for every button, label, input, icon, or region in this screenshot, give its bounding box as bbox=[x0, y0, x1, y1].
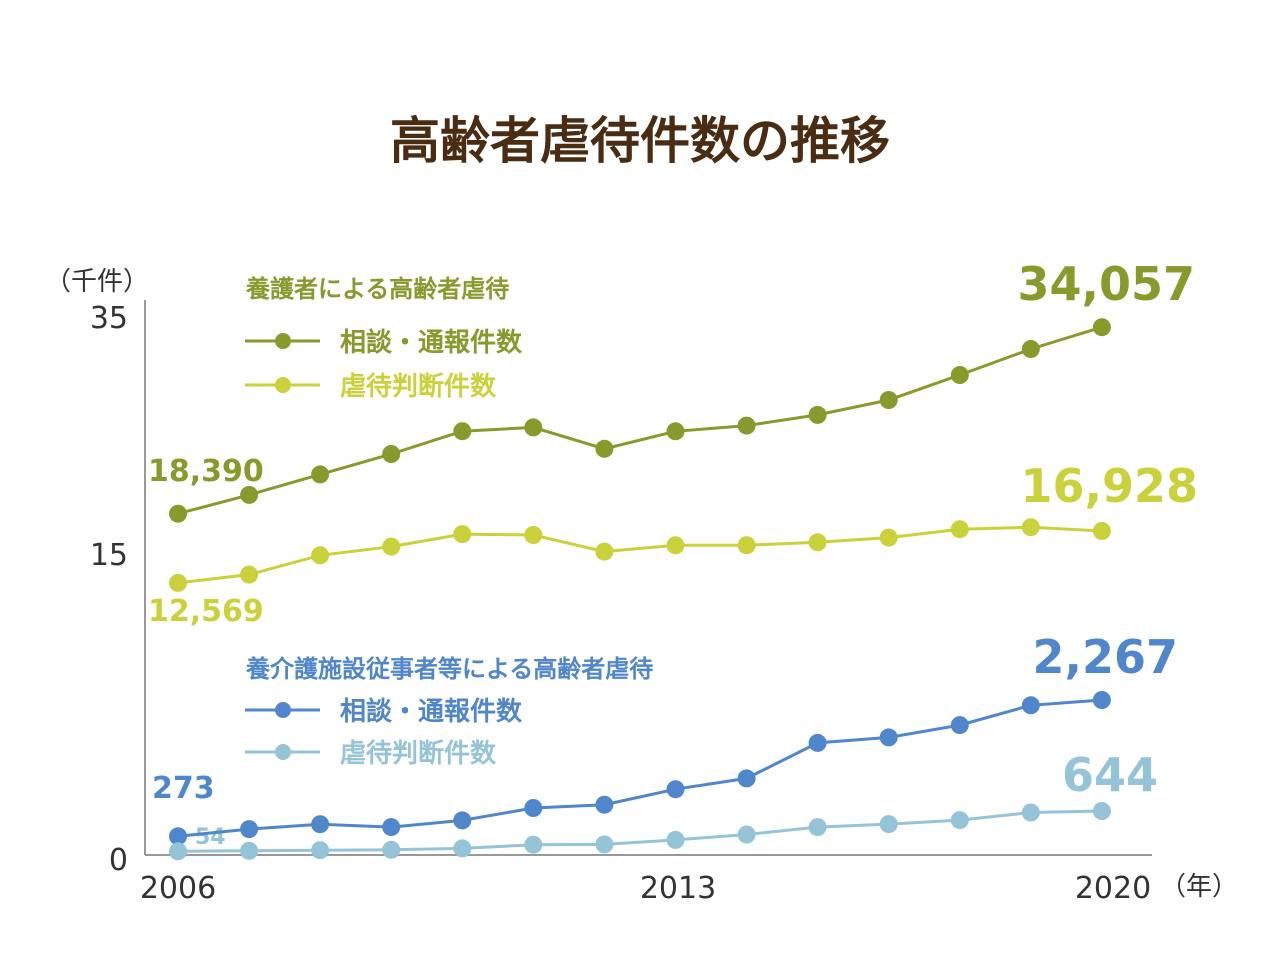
value-label-first: 18,390 bbox=[148, 454, 264, 489]
data-point bbox=[1092, 691, 1111, 709]
data-point bbox=[737, 416, 756, 435]
data-point bbox=[524, 799, 543, 817]
legend-label-facility-consult: 相談・通報件数 bbox=[340, 696, 523, 727]
legend-label-facility-abuse: 虐待判断件数 bbox=[340, 738, 497, 769]
data-point bbox=[950, 811, 969, 830]
data-point bbox=[1092, 318, 1111, 337]
data-point bbox=[1021, 518, 1040, 537]
y-tick-label: 15 bbox=[90, 538, 128, 573]
data-point bbox=[240, 565, 259, 584]
data-point bbox=[666, 780, 685, 799]
data-point bbox=[382, 818, 401, 837]
data-point bbox=[311, 815, 330, 834]
data-point bbox=[453, 811, 472, 830]
data-point bbox=[950, 716, 969, 735]
data-point bbox=[1092, 522, 1111, 540]
data-point bbox=[524, 526, 543, 544]
value-label-last: 2,267 bbox=[1032, 630, 1178, 684]
data-point bbox=[595, 835, 614, 854]
series-line bbox=[177, 698, 1103, 838]
data-point bbox=[808, 533, 827, 552]
series-line bbox=[177, 809, 1102, 853]
data-point bbox=[1021, 803, 1040, 822]
x-tick-label: 2013 bbox=[640, 871, 716, 906]
series-line bbox=[177, 525, 1102, 585]
data-point bbox=[737, 825, 756, 844]
data-point bbox=[311, 465, 330, 484]
x-unit-label: （年） bbox=[1160, 872, 1238, 902]
y-tick-label: 35 bbox=[90, 301, 128, 336]
plot-area bbox=[169, 318, 1111, 861]
data-point bbox=[240, 820, 259, 839]
value-label-first: 54 bbox=[195, 825, 226, 850]
data-point bbox=[666, 422, 685, 441]
legend-marker-facility-consult bbox=[275, 702, 291, 718]
data-point bbox=[1021, 696, 1040, 715]
data-point bbox=[595, 795, 614, 814]
legend-marker-family-abuse bbox=[275, 377, 291, 393]
legend-marker-family-consult bbox=[275, 333, 291, 349]
value-label-last: 34,057 bbox=[1017, 257, 1195, 311]
data-point bbox=[737, 536, 756, 555]
data-point bbox=[382, 840, 401, 859]
x-tick-label: 2020 bbox=[1075, 871, 1151, 906]
data-point bbox=[169, 842, 187, 861]
data-point bbox=[879, 528, 898, 547]
chart-title: 高齢者虐待件数の推移 bbox=[390, 112, 890, 170]
data-point bbox=[950, 520, 969, 539]
legend-marker-facility-abuse bbox=[275, 744, 291, 760]
data-point bbox=[808, 818, 827, 837]
data-point bbox=[453, 839, 472, 858]
data-point bbox=[311, 841, 330, 860]
y-unit-label: （千件） bbox=[45, 267, 149, 297]
data-point bbox=[808, 405, 827, 424]
data-point bbox=[950, 366, 969, 384]
data-point bbox=[169, 504, 187, 523]
data-point bbox=[666, 830, 685, 849]
series-line bbox=[177, 325, 1103, 516]
data-point bbox=[524, 835, 543, 854]
x-tick-label: 2006 bbox=[140, 871, 216, 906]
data-point bbox=[240, 485, 259, 504]
facility-group-title: 養介護施設従事者等による高齢者虐待 bbox=[246, 655, 653, 683]
data-point bbox=[453, 422, 472, 441]
legend-label-family-abuse: 虐待判断件数 bbox=[340, 371, 497, 402]
data-point bbox=[382, 445, 401, 463]
family-group-title: 養護者による高齢者虐待 bbox=[246, 275, 509, 303]
data-point bbox=[1021, 340, 1040, 358]
data-point bbox=[1092, 802, 1111, 820]
value-label-first: 273 bbox=[152, 771, 215, 806]
data-point bbox=[879, 815, 898, 834]
data-point bbox=[169, 827, 187, 846]
data-point bbox=[737, 769, 756, 788]
data-point bbox=[240, 841, 259, 860]
data-point bbox=[879, 391, 898, 409]
value-label-last: 16,928 bbox=[1020, 459, 1198, 513]
y-tick-label: 0 bbox=[109, 843, 128, 878]
data-point bbox=[169, 573, 187, 592]
data-point bbox=[311, 546, 330, 565]
data-point bbox=[595, 439, 614, 458]
legend-label-family-consult: 相談・通報件数 bbox=[340, 327, 523, 358]
data-point bbox=[666, 536, 685, 555]
data-point bbox=[808, 733, 827, 752]
data-point bbox=[879, 728, 898, 747]
data-point bbox=[382, 537, 401, 556]
data-point bbox=[453, 525, 472, 544]
data-point bbox=[595, 542, 614, 561]
value-label-last: 644 bbox=[1062, 748, 1158, 802]
data-point bbox=[524, 418, 543, 437]
value-label-first: 12,569 bbox=[148, 594, 264, 629]
